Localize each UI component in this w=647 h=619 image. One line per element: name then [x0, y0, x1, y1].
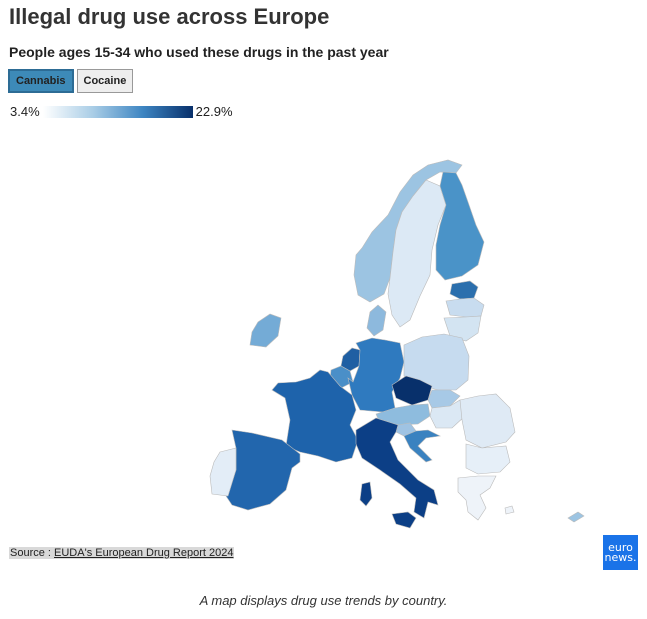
drug-tabs: Cannabis Cocaine	[8, 69, 134, 93]
country-italy-sicily[interactable]	[391, 511, 417, 529]
source-credit: Source : EUDA's European Drug Report 202…	[9, 547, 235, 559]
page-subtitle: People ages 15-34 who used these drugs i…	[9, 44, 389, 60]
source-link[interactable]: EUDA's European Drug Report 2024	[54, 547, 234, 559]
country-latvia[interactable]	[445, 297, 485, 318]
legend-min: 3.4%	[10, 104, 40, 119]
euronews-logo: euro news.	[603, 535, 638, 570]
country-estonia[interactable]	[449, 280, 479, 300]
country-italy-sardinia[interactable]	[359, 481, 373, 507]
country-ireland[interactable]	[249, 313, 282, 348]
legend-max: 22.9%	[195, 104, 233, 119]
country-greece[interactable]	[457, 475, 515, 521]
country-sweden[interactable]	[387, 179, 447, 328]
country-cyprus[interactable]	[567, 511, 585, 523]
country-norway[interactable]	[353, 159, 463, 303]
country-italy[interactable]	[355, 417, 439, 519]
country-france[interactable]	[271, 369, 359, 463]
legend-gradient	[42, 105, 193, 118]
map-caption: A map displays drug use trends by countr…	[199, 593, 448, 608]
country-finland[interactable]	[435, 171, 485, 281]
country-bulgaria[interactable]	[465, 443, 511, 475]
country-czechia[interactable]	[391, 375, 433, 406]
color-legend: 3.4% 22.9%	[10, 104, 233, 119]
logo-line2: news.	[604, 550, 637, 564]
country-croatia[interactable]	[403, 429, 441, 463]
country-romania[interactable]	[459, 393, 516, 449]
country-denmark[interactable]	[366, 304, 387, 337]
source-prefix: Source :	[10, 547, 55, 559]
page-title: Illegal drug use across Europe	[9, 4, 330, 29]
europe-map	[209, 159, 585, 529]
logo-line1: euro	[608, 540, 633, 554]
tab-cocaine[interactable]: Cocaine	[76, 69, 134, 93]
tab-cannabis[interactable]: Cannabis	[8, 69, 74, 93]
country-portugal[interactable]	[209, 447, 237, 497]
